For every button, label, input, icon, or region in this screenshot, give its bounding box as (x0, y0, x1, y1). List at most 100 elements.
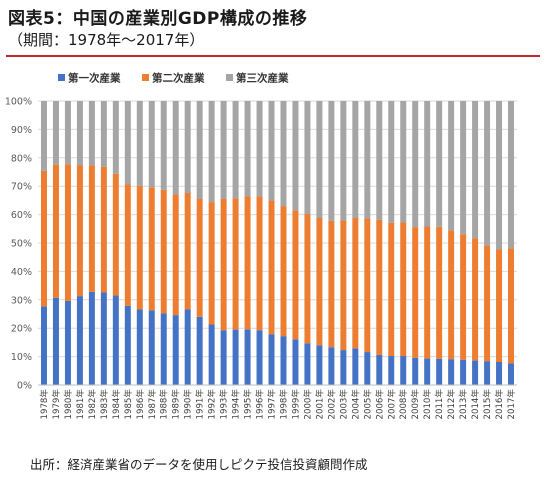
x-tick-label: 1995年 (242, 389, 254, 420)
x-tick-label: 2017年 (505, 389, 517, 420)
bar-segment-s1-1998年 (280, 336, 287, 385)
bar-segment-s2-1983年 (100, 166, 107, 293)
bar-segment-s3-1994年 (232, 101, 239, 199)
y-tick-label: 0% (17, 381, 32, 392)
bar-segment-s1-1997年 (268, 334, 275, 385)
bar-segment-s1-2004年 (352, 348, 359, 385)
bar-segment-s1-1991年 (196, 316, 203, 385)
y-tick-label: 50% (11, 239, 32, 250)
bar-segment-s1-2007年 (388, 356, 395, 385)
x-tick-label: 2005年 (361, 389, 373, 420)
bar-segment-s3-1978年 (40, 101, 47, 171)
bar-segment-s1-2015年 (484, 361, 491, 385)
title-divider (6, 55, 540, 57)
y-tick-label: 70% (11, 182, 32, 193)
bar-segment-s2-1982年 (88, 165, 95, 292)
legend-label-2: 第二次産業 (152, 72, 205, 85)
bar-segment-s2-2004年 (352, 218, 359, 349)
bar-segment-s2-2001年 (316, 218, 323, 346)
bar-segment-s1-1982年 (88, 291, 95, 385)
x-tick-label: 1978年 (38, 389, 50, 420)
page-subtitle: （期間：1978年～2017年） (8, 31, 205, 49)
bar-segment-s2-2000年 (304, 214, 311, 344)
x-tick-label: 1996年 (254, 389, 266, 420)
x-tick-label: 1999年 (289, 389, 301, 420)
bar-segment-s1-2003年 (340, 350, 347, 385)
bar-segment-s1-1979年 (52, 297, 59, 385)
bar-segment-s3-1983年 (100, 101, 107, 167)
legend-label-3: 第三次産業 (236, 72, 289, 85)
bar-segment-s3-1987年 (148, 101, 155, 188)
bar-segment-s2-2008年 (400, 222, 407, 357)
bar-segment-s2-1988年 (160, 189, 167, 314)
legend-label-1: 第一次産業 (68, 72, 121, 85)
bar-segment-s3-1986年 (136, 101, 143, 186)
bar-segment-s1-2011年 (436, 358, 443, 385)
x-tick-label: 1982年 (86, 389, 98, 420)
bar-segment-s3-2000年 (304, 101, 311, 215)
bar-segment-s2-2003年 (340, 220, 347, 351)
bar-segment-s3-1995年 (244, 101, 251, 197)
y-tick-label: 30% (11, 295, 32, 306)
bar-segment-s1-2005年 (364, 352, 371, 385)
x-tick-label: 1997年 (266, 389, 278, 420)
y-tick-label: 90% (11, 125, 32, 136)
y-tick-label: 80% (11, 153, 32, 164)
bar-segment-s2-2007年 (388, 222, 395, 357)
bar-segment-s2-1990年 (184, 193, 191, 310)
legend-swatch-1 (58, 74, 65, 81)
legend-swatch-2 (142, 74, 149, 81)
bar-segment-s1-2000年 (304, 343, 311, 385)
bar-segment-s1-1981年 (76, 296, 83, 385)
x-tick-label: 2000年 (301, 389, 313, 420)
x-axis: 1978年 1979年 1980年 1981年 1982年 1983年 1984年 1985年… (38, 384, 517, 420)
bar-segment-s2-1987年 (148, 187, 155, 311)
bar-segment-s1-1989年 (172, 315, 179, 385)
bar-segment-s1-1990年 (184, 309, 191, 385)
bar-segment-s3-2009年 (412, 101, 419, 228)
bar-segment-s1-1985年 (124, 305, 131, 385)
bar-segment-s1-1983年 (100, 292, 107, 385)
bar-segment-s3-2014年 (472, 101, 479, 239)
x-tick-label: 1986年 (134, 389, 146, 420)
x-tick-label: 1998年 (277, 389, 289, 420)
x-tick-label: 1989年 (170, 389, 182, 420)
bar-segment-s3-1985年 (124, 101, 131, 185)
bar-segment-s2-1979年 (52, 164, 59, 298)
x-tick-label: 2006年 (373, 389, 385, 420)
bar-segment-s3-2005年 (364, 101, 371, 219)
bar-segment-s2-1995年 (244, 196, 251, 330)
bar-segment-s1-2006年 (376, 354, 383, 385)
bar-segment-s2-1994年 (232, 198, 239, 330)
bar-segment-s3-1989年 (172, 101, 179, 195)
x-tick-label: 1987年 (146, 389, 158, 420)
x-tick-label: 2015年 (481, 389, 493, 420)
bar-segment-s1-1978年 (40, 306, 47, 385)
bar-segment-s3-2002年 (328, 101, 335, 221)
bar-segment-s3-2013年 (460, 101, 467, 235)
y-tick-label: 100% (5, 97, 32, 108)
bar-segment-s1-2012年 (448, 359, 455, 385)
chart-bars (40, 101, 515, 385)
y-tick-label: 20% (11, 324, 32, 335)
bar-segment-s1-1999年 (292, 339, 299, 385)
bar-segment-s3-2007年 (388, 101, 395, 223)
bar-segment-s1-1992年 (208, 324, 215, 385)
bar-segment-s2-2006年 (376, 219, 383, 355)
bar-segment-s2-1980年 (64, 164, 71, 301)
x-tick-label: 2016年 (493, 389, 505, 420)
x-tick-label: 2011年 (433, 389, 445, 420)
source-note: 出所：経済産業省のデータを使用しピクテ投信投資顧問作成 (30, 457, 368, 472)
bar-segment-s3-1997年 (268, 101, 275, 201)
bar-segment-s2-2011年 (436, 226, 443, 359)
bar-segment-s1-1993年 (220, 330, 227, 385)
bar-segment-s1-1995年 (244, 329, 251, 385)
bar-segment-s3-2010年 (424, 101, 431, 227)
x-tick-label: 2009年 (409, 389, 421, 420)
bar-segment-s1-1996年 (256, 330, 263, 385)
bar-segment-s1-2017年 (508, 363, 515, 385)
x-tick-label: 1992年 (206, 389, 218, 420)
x-tick-label: 2008年 (397, 389, 409, 420)
bar-segment-s1-1986年 (136, 309, 143, 385)
bar-segment-s1-1980年 (64, 300, 71, 385)
